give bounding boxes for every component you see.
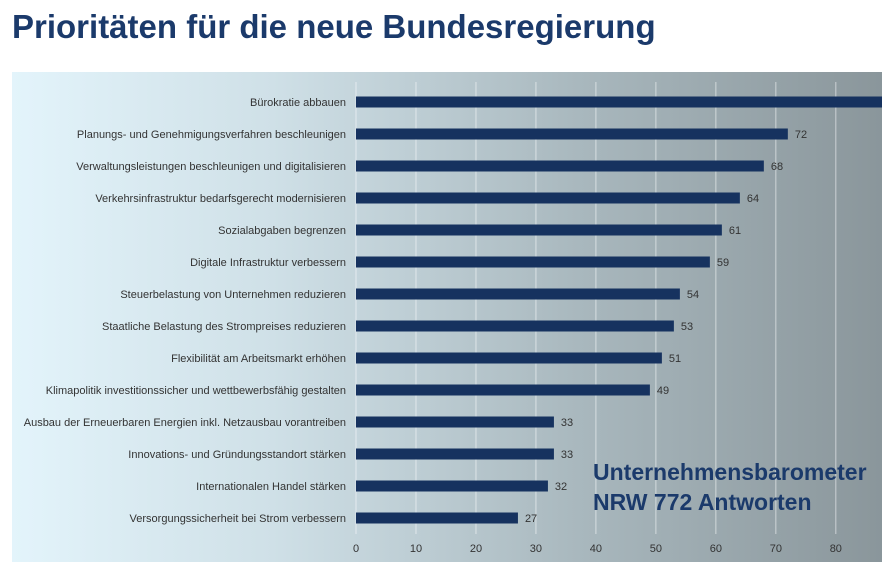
bar (356, 96, 882, 108)
category-label: Flexibilität am Arbeitsmarkt erhöhen (171, 353, 346, 365)
category-label: Staatliche Belastung des Strompreises re… (102, 321, 346, 333)
category-label: Digitale Infrastruktur verbessern (190, 257, 346, 269)
category-label: Versorgungssicherheit bei Strom verbesse… (130, 513, 346, 525)
category-label: Verkehrsinfrastruktur bedarfsgerecht mod… (95, 193, 346, 205)
data-label: 72 (795, 129, 807, 141)
page-title: Prioritäten für die neue Bundesregierung (12, 8, 656, 45)
category-label: Steuerbelastung von Unternehmen reduzier… (120, 289, 346, 301)
category-label: Sozialabgaben begrenzen (218, 225, 346, 237)
x-tick-label: 80 (830, 543, 842, 555)
bar (356, 480, 548, 492)
category-label: Innovations- und Gründungsstandort stärk… (128, 449, 346, 461)
bar (356, 160, 764, 172)
data-label: 64 (747, 193, 759, 205)
category-label: Ausbau der Erneuerbaren Energien inkl. N… (24, 417, 346, 429)
x-tick-label: 40 (590, 543, 602, 555)
survey-watermark: Unternehmensbarometer NRW 772 Antworten (593, 457, 867, 517)
bar (356, 256, 710, 268)
x-tick-label: 10 (410, 543, 422, 555)
data-label: 49 (657, 385, 669, 397)
data-label: 51 (669, 353, 681, 365)
category-label: Internationalen Handel stärken (196, 481, 346, 493)
bar (356, 288, 680, 300)
bar (356, 192, 740, 204)
data-label: 59 (717, 257, 729, 269)
bar (356, 320, 674, 332)
x-tick-label: 20 (470, 543, 482, 555)
bar-chart: 0 10 20 30 40 50 60 70 80 Bürokratie abbauen Planu… (24, 82, 882, 555)
chart-panel: 0 10 20 30 40 50 60 70 80 Bürokratie abbauen Planu… (12, 72, 882, 562)
bar (356, 416, 554, 428)
bar (356, 224, 722, 236)
category-label: Klimapolitik investitionssicher und wett… (46, 385, 346, 397)
data-label: 61 (729, 225, 741, 237)
data-label: 53 (681, 321, 693, 333)
watermark-line-2: NRW 772 Antworten (593, 489, 812, 515)
watermark-line-1: Unternehmensbarometer (593, 459, 867, 485)
data-label: 68 (771, 161, 783, 173)
x-tick-label: 50 (650, 543, 662, 555)
bar (356, 128, 788, 140)
category-label: Planungs- und Genehmigungsverfahren besc… (77, 129, 346, 141)
data-label: 27 (525, 513, 537, 525)
bar (356, 448, 554, 460)
x-tick-label: 60 (710, 543, 722, 555)
bar (356, 352, 662, 364)
data-label: 32 (555, 481, 567, 493)
category-label: Verwaltungsleistungen beschleunigen und … (76, 161, 346, 173)
data-label: 33 (561, 417, 573, 429)
data-label: 54 (687, 289, 699, 301)
bar (356, 384, 650, 396)
x-tick-label: 30 (530, 543, 542, 555)
x-tick-label: 0 (353, 543, 359, 555)
category-label: Bürokratie abbauen (250, 97, 346, 109)
bar (356, 512, 518, 524)
x-tick-label: 70 (770, 543, 782, 555)
data-label: 33 (561, 449, 573, 461)
